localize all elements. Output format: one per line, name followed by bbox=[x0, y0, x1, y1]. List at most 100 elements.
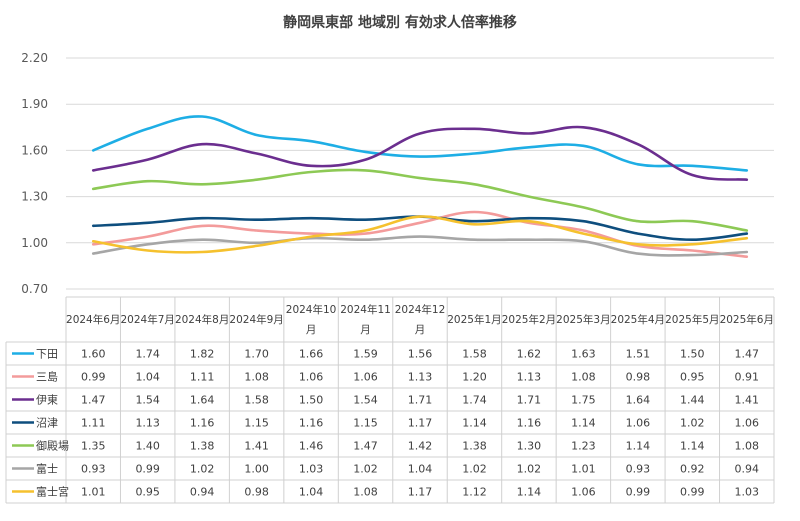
table-cell-value: 1.70 bbox=[244, 348, 269, 361]
table-cell-value: 1.06 bbox=[353, 371, 378, 384]
y-tick-label: 2.20 bbox=[21, 51, 48, 65]
table-cell-value: 1.38 bbox=[190, 440, 215, 453]
x-category-label: 月 bbox=[360, 324, 371, 336]
table-cell-value: 1.14 bbox=[680, 440, 705, 453]
table-cell-value: 1.08 bbox=[735, 440, 760, 453]
table-cell-value: 0.91 bbox=[735, 371, 760, 384]
table-cell-value: 1.11 bbox=[190, 371, 215, 384]
table-cell-value: 1.38 bbox=[462, 440, 487, 453]
table-cell-value: 0.99 bbox=[81, 371, 106, 384]
table-cell-value: 1.44 bbox=[680, 394, 705, 407]
table-cell-value: 1.63 bbox=[571, 348, 596, 361]
table-cell-value: 1.42 bbox=[408, 440, 433, 453]
table-cell-value: 1.60 bbox=[81, 348, 106, 361]
table-cell-value: 0.99 bbox=[135, 463, 160, 476]
table-cell-value: 0.92 bbox=[680, 463, 705, 476]
table-cell-value: 1.66 bbox=[299, 348, 324, 361]
table-cell-value: 1.41 bbox=[735, 394, 760, 407]
table-cell-value: 1.02 bbox=[517, 463, 542, 476]
table-cell-value: 1.13 bbox=[408, 371, 433, 384]
table-cell-value: 1.74 bbox=[462, 394, 487, 407]
table-cell-value: 1.06 bbox=[571, 486, 596, 499]
table-cell-value: 1.02 bbox=[462, 463, 487, 476]
legend-label: 御殿場 bbox=[36, 439, 69, 453]
table-cell-value: 1.47 bbox=[353, 440, 378, 453]
x-category-label: 2025年5月 bbox=[665, 313, 719, 326]
legend-label: 富士宮 bbox=[36, 485, 69, 499]
legend-label: 富士 bbox=[36, 462, 58, 476]
table-cell-value: 1.16 bbox=[517, 417, 542, 430]
table-cell-value: 1.30 bbox=[517, 440, 542, 453]
table-cell-value: 1.14 bbox=[517, 486, 542, 499]
table-cell-value: 1.35 bbox=[81, 440, 106, 453]
x-category-label: 2025年6月 bbox=[720, 313, 774, 326]
x-category-label: 2025年2月 bbox=[502, 313, 556, 326]
x-category-label: 2024年12 bbox=[395, 303, 446, 316]
series-line-1 bbox=[91, 115, 749, 172]
table-cell-value: 0.94 bbox=[190, 486, 215, 499]
x-category-label: 2024年10 bbox=[286, 303, 337, 316]
x-category-label: 2024年8月 bbox=[175, 313, 229, 326]
table-cell-value: 1.14 bbox=[626, 440, 651, 453]
table-cell-value: 1.13 bbox=[517, 371, 542, 384]
table-cell-value: 1.71 bbox=[517, 394, 542, 407]
series-line-7 bbox=[91, 215, 749, 254]
table-cell-value: 1.11 bbox=[81, 417, 106, 430]
series-line-6 bbox=[91, 235, 749, 257]
table-cell-value: 1.40 bbox=[135, 440, 160, 453]
table-cell-value: 0.94 bbox=[735, 463, 760, 476]
table-cell-value: 1.08 bbox=[353, 486, 378, 499]
table-cell-value: 1.82 bbox=[190, 348, 215, 361]
legend-label: 沼津 bbox=[36, 416, 58, 430]
table-cell-value: 1.54 bbox=[135, 394, 160, 407]
table-cell-value: 1.75 bbox=[571, 394, 596, 407]
table-cell-value: 1.01 bbox=[81, 486, 106, 499]
table-cell-value: 1.02 bbox=[353, 463, 378, 476]
table-cell-value: 1.71 bbox=[408, 394, 433, 407]
table-cell-value: 1.58 bbox=[462, 348, 487, 361]
chart-title: 静岡県東部 地域別 有効求人倍率推移 bbox=[283, 15, 517, 31]
table-cell-value: 1.23 bbox=[571, 440, 596, 453]
table-cell-value: 1.46 bbox=[299, 440, 324, 453]
table-cell-value: 0.99 bbox=[626, 486, 651, 499]
y-tick-label: 1.00 bbox=[21, 236, 48, 250]
x-category-label: 2024年6月 bbox=[66, 313, 120, 326]
table-cell-value: 1.02 bbox=[190, 463, 215, 476]
table-cell-value: 1.15 bbox=[353, 417, 378, 430]
table-cell-value: 1.50 bbox=[299, 394, 324, 407]
series-line-3 bbox=[91, 125, 749, 181]
y-tick-label: 1.60 bbox=[21, 143, 48, 157]
x-category-label: 2025年1月 bbox=[447, 313, 501, 326]
series-line-5 bbox=[91, 168, 749, 232]
table-cell-value: 1.02 bbox=[680, 417, 705, 430]
table-cell-value: 1.16 bbox=[190, 417, 215, 430]
table-cell-value: 1.13 bbox=[135, 417, 160, 430]
table-cell-value: 1.47 bbox=[81, 394, 106, 407]
x-category-label: 2025年3月 bbox=[556, 313, 610, 326]
table-cell-value: 1.50 bbox=[680, 348, 705, 361]
y-tick-label: 1.30 bbox=[21, 190, 48, 204]
table-cell-value: 0.95 bbox=[680, 371, 705, 384]
table-cell-value: 1.20 bbox=[462, 371, 487, 384]
series-line-2 bbox=[91, 210, 749, 258]
table-cell-value: 1.04 bbox=[299, 486, 324, 499]
legend-label: 下田 bbox=[36, 348, 58, 361]
table-cell-value: 0.95 bbox=[135, 486, 160, 499]
table-cell-value: 1.01 bbox=[571, 463, 596, 476]
table-cell-value: 0.93 bbox=[626, 463, 651, 476]
table-cell-value: 1.56 bbox=[408, 348, 433, 361]
table-cell-value: 1.15 bbox=[244, 417, 269, 430]
table-cell-value: 1.00 bbox=[244, 463, 269, 476]
x-category-label: 2024年11 bbox=[340, 303, 391, 316]
table-cell-value: 1.51 bbox=[626, 348, 651, 361]
x-category-label: 2025年4月 bbox=[611, 313, 665, 326]
x-category-label: 2024年9月 bbox=[229, 313, 283, 326]
table-cell-value: 1.58 bbox=[244, 394, 269, 407]
table-cell-value: 1.74 bbox=[135, 348, 160, 361]
table-cell-value: 0.93 bbox=[81, 463, 106, 476]
table-cell-value: 1.59 bbox=[353, 348, 378, 361]
x-category-label: 月 bbox=[306, 324, 317, 336]
table-cell-value: 1.08 bbox=[571, 371, 596, 384]
y-tick-label: 1.90 bbox=[21, 97, 48, 111]
